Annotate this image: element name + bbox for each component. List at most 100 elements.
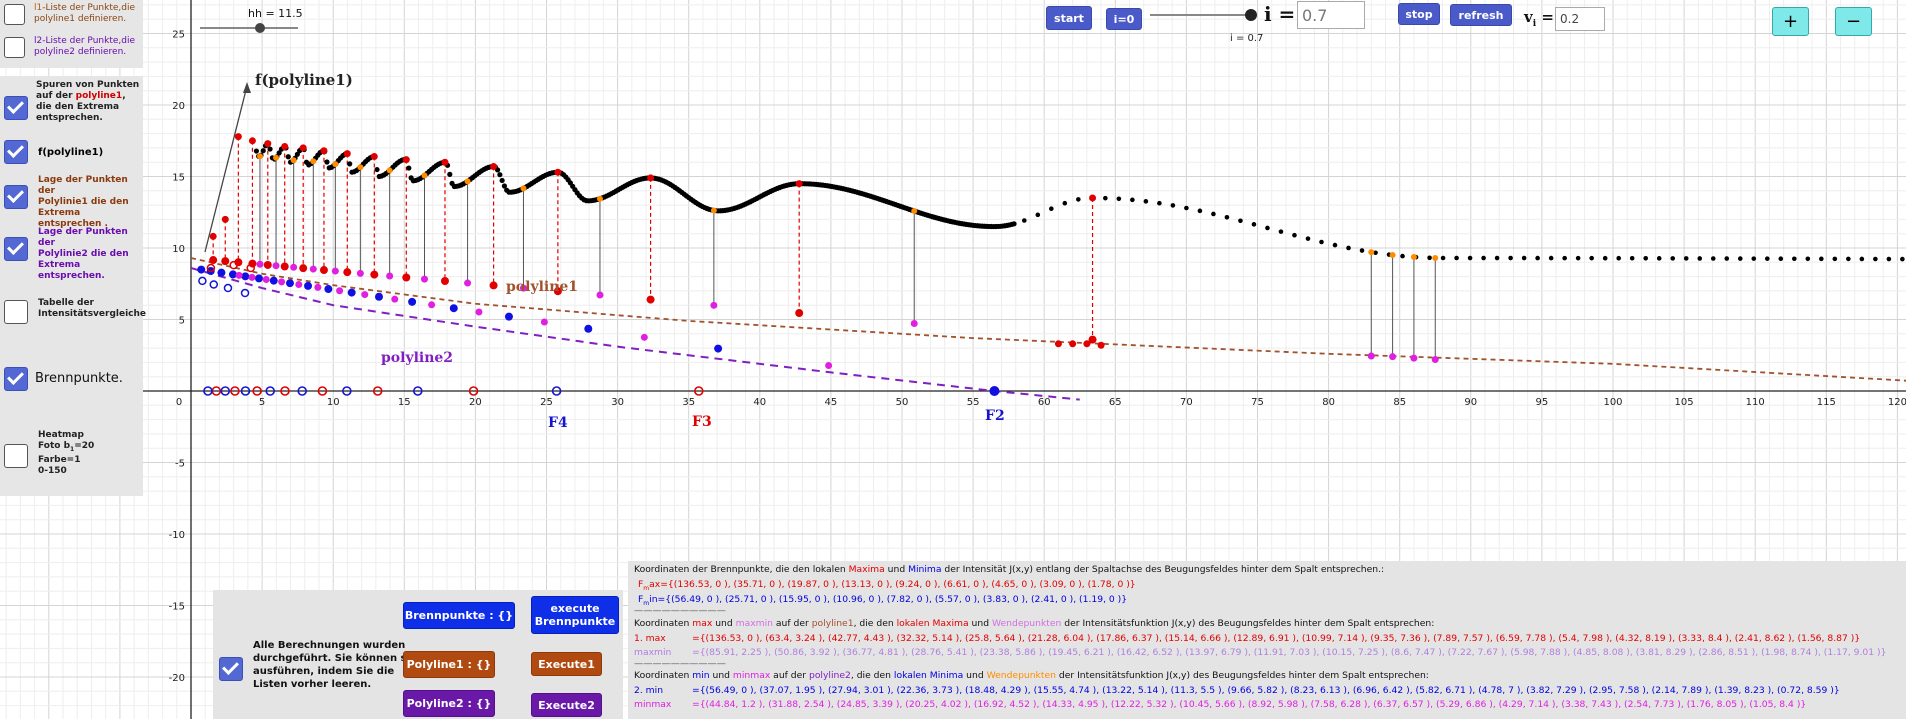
- zoom-in-button[interactable]: +: [1772, 7, 1809, 36]
- x-tick-25: 25: [540, 397, 553, 408]
- zoom-out-button[interactable]: −: [1835, 7, 1872, 36]
- curve-dot: [1373, 250, 1378, 256]
- hh-slider[interactable]: [200, 22, 300, 33]
- l2-checkbox[interactable]: [4, 37, 25, 58]
- curve-dot: [1103, 195, 1108, 201]
- heatmap-checkbox[interactable]: [4, 444, 28, 468]
- execute2-button[interactable]: Execute2: [531, 693, 602, 717]
- curve-dot: [1737, 256, 1743, 261]
- curve-dot: [1670, 256, 1676, 261]
- max-point: [1069, 340, 1077, 348]
- inflection-point: [596, 195, 603, 202]
- max-point-curve: [554, 168, 562, 176]
- hh-slider-thumb[interactable]: [255, 23, 265, 33]
- curve-dot: [1130, 197, 1135, 203]
- refresh-button[interactable]: refresh: [1450, 4, 1512, 26]
- curve-dot: [1184, 205, 1189, 211]
- max-point: [299, 264, 308, 273]
- curve-dot: [1116, 196, 1122, 202]
- x-tick-95: 95: [1536, 397, 1549, 408]
- minmax-point: [825, 361, 833, 369]
- curve-dot: [497, 172, 503, 178]
- y-tick--10: -10: [169, 530, 185, 541]
- tabelle-checkbox[interactable]: [4, 300, 28, 324]
- min-point: [584, 324, 593, 333]
- f-polyline1-checkbox[interactable]: [4, 140, 28, 164]
- fmax-focus-point: [372, 386, 383, 396]
- focus-f2-label: F2: [985, 408, 1005, 424]
- fmin-focus-point: [413, 386, 423, 396]
- max-point-curve: [795, 180, 803, 188]
- stop-button[interactable]: stop: [1398, 3, 1440, 25]
- i0-button[interactable]: i=0: [1106, 8, 1142, 30]
- curve-dot: [347, 161, 353, 167]
- curve-dot: [1792, 256, 1797, 262]
- inflection-point: [1410, 254, 1417, 261]
- brennpunkte-list-button[interactable]: Brennpunkte : {}: [403, 602, 515, 629]
- curve-dot: [276, 150, 282, 156]
- min-point: [408, 297, 417, 306]
- max-point: [221, 257, 230, 266]
- curve-dot: [1616, 255, 1621, 261]
- minmax-point: [248, 273, 256, 281]
- inflection-point: [290, 157, 297, 164]
- heatmap-label: Heatmap Foto b1=20 Farbe=1 0-150: [38, 430, 95, 476]
- lage1-checkbox[interactable]: [4, 185, 28, 209]
- calculation-panel: Alle Berechnungen wurden durchgeführt. Si…: [213, 590, 623, 719]
- curve-dot: [1467, 255, 1473, 261]
- min-point: [254, 274, 263, 283]
- curve-dot: [1900, 256, 1905, 262]
- info-heading-polyline1: Koordinaten max und maxmin auf der polyl…: [634, 618, 1435, 629]
- curve-dot: [1035, 212, 1041, 218]
- curve-dot: [499, 177, 505, 184]
- intensity-curve: [253, 141, 1905, 262]
- start-button[interactable]: start: [1046, 6, 1092, 30]
- curve-dot: [1697, 256, 1703, 261]
- polyline2-list-button[interactable]: Polyline2 : {}: [403, 690, 495, 717]
- minmax-point: [640, 333, 648, 341]
- i-slider-thumb[interactable]: [1245, 9, 1257, 21]
- x-tick-120: 120: [1888, 397, 1906, 408]
- fmax-focus-point: [280, 386, 290, 396]
- vi-input[interactable]: 0.2: [1555, 7, 1605, 31]
- curve-dot: [1629, 255, 1635, 261]
- max-point-curve: [234, 133, 242, 141]
- maxmin-point: [309, 265, 317, 273]
- curve-dot: [1211, 211, 1216, 217]
- l1-checkbox[interactable]: [4, 4, 25, 25]
- maxmin-point: [910, 319, 918, 327]
- execute-brennpunkte-button[interactable]: execute Brennpunkte: [531, 596, 619, 634]
- max-point-curve: [441, 158, 449, 166]
- max-list: 1. max ={(136.53, 0 ), (63.4, 3.24 ), (42…: [634, 633, 1861, 644]
- separator-1: ——————————: [634, 605, 726, 616]
- x-tick-0: 0: [176, 397, 182, 408]
- extrema-points: [197, 133, 1439, 396]
- l2-label: l2-Liste der Punkte,die polyline2 definie…: [34, 36, 135, 57]
- curve-dot: [1589, 255, 1594, 261]
- lage2-checkbox[interactable]: [4, 237, 28, 261]
- curve-dot: [1886, 256, 1892, 262]
- y-tick--15: -15: [169, 602, 185, 613]
- focus-points-on-axis: [198, 260, 704, 396]
- curve-dot: [260, 148, 266, 154]
- brennpunkte-checkbox[interactable]: [4, 367, 28, 391]
- fmin-focus-point: [240, 386, 251, 396]
- i-slider[interactable]: [1150, 8, 1258, 22]
- polylines: [190, 257, 1906, 401]
- maxmin-point: [420, 275, 428, 283]
- x-tick-110: 110: [1746, 397, 1765, 408]
- curve-dot: [1562, 255, 1567, 261]
- min-point: [241, 272, 250, 281]
- polyline1-list-button[interactable]: Polyline1 : {}: [403, 651, 495, 678]
- max-point: [1097, 341, 1105, 349]
- inflection-point: [464, 178, 471, 185]
- calc-done-checkbox[interactable]: [219, 657, 243, 681]
- execute1-button[interactable]: Execute1: [531, 652, 602, 676]
- minmax-point: [540, 318, 548, 326]
- l1-label: l1-Liste der Punkte,die polyline1 definie…: [34, 3, 135, 24]
- i-input[interactable]: 0.7: [1297, 1, 1365, 29]
- maxmin-point: [331, 267, 339, 275]
- spuren-checkbox[interactable]: [4, 96, 28, 120]
- calc-done-text: Alle Berechnungen wurden durchgeführt. Si…: [253, 640, 417, 690]
- curve-dot: [1021, 218, 1027, 223]
